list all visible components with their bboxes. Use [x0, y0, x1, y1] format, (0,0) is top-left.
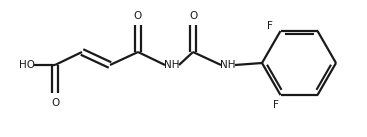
Text: HO: HO	[19, 60, 35, 70]
Text: O: O	[134, 11, 142, 21]
Text: F: F	[273, 100, 279, 110]
Text: O: O	[51, 98, 59, 108]
Text: F: F	[266, 21, 273, 31]
Text: O: O	[189, 11, 197, 21]
Text: NH: NH	[164, 60, 180, 70]
Text: NH: NH	[220, 60, 236, 70]
